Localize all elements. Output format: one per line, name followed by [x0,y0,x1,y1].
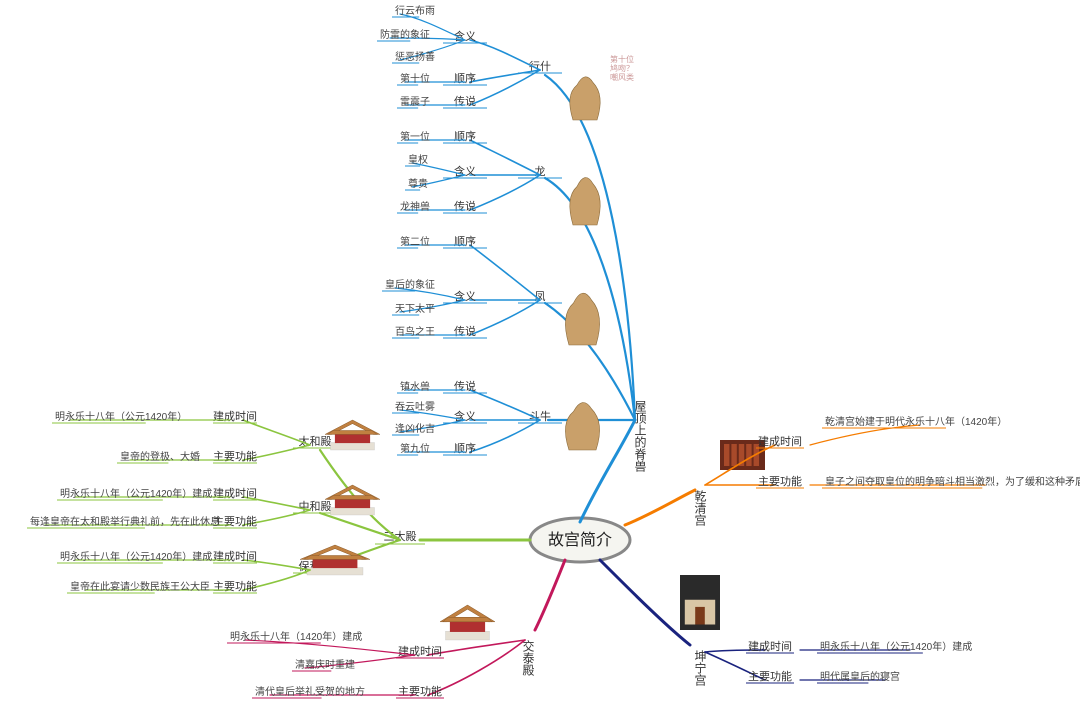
branch-roof: 屋顶上的脊兽行什第十位鸠吻？嘲风类含义行云布雨防雷的象征惩恶扬善顺序第十位传说雷… [377,4,647,522]
branch-label-qianqing: 乾清宫 [693,490,707,527]
node-label: 含义 [454,289,476,303]
leaf-label: 雷震子 [400,96,430,108]
leaf-label: 明代属皇后的寝宫 [820,670,900,683]
node-label: 传说 [454,324,476,338]
branch-kunning: 坤宁宫 建成时间 明永乐十八年（公元1420年）建成主要功能 明代属皇后的寝宫 [600,560,972,687]
node-label: 主要功能 [213,579,257,593]
leaf-label: 第二位 [400,235,430,248]
node-label: 建成时间 [213,549,257,563]
node-label: 建成时间 [758,434,802,448]
branch-label-jiaotai: 交泰殿 [521,639,535,676]
leaf-label: 皇权 [408,153,428,166]
node-label: 顺序 [454,234,476,248]
leaf-label: 行云布雨 [395,4,435,17]
leaf-label: 天下太平 [395,302,435,315]
leaf-label: 每逢皇帝在太和殿举行典礼前，先在此休息 [30,515,220,528]
leaf-label: 皇后的象征 [385,278,435,291]
leaf-label: 明永乐十八年（公元1420年）建成 [60,487,212,500]
leaf-label: 明永乐十八年（公元1420年）建成 [60,550,212,563]
center-label: 故宫简介 [548,531,612,549]
node-label: 顺序 [454,71,476,85]
leaf-label: 乾清宫始建于明代永乐十八年（1420年） [825,415,1007,428]
leaf-label: 百鸟之王 [395,325,435,338]
leaf-label: 尊贵 [408,177,428,190]
node-label: 传说 [454,94,476,108]
leaf-label: 皇子之间夺取皇位的明争暗斗相当激烈，为了缓和这种矛盾 [825,475,1080,488]
leaf-label: 吞云吐雾 [395,401,435,413]
node-label: 主要功能 [398,684,442,698]
node-label: 主要功能 [748,669,792,683]
node-label: 传说 [454,199,476,213]
node-label: 传说 [454,379,476,393]
note-text: 嘲风类 [610,72,634,82]
sub-label: 龙 [535,165,546,178]
leaf-label: 皇帝的登极、大婚 [120,450,200,463]
node-label: 建成时间 [748,639,792,653]
leaf-label: 防雷的象征 [380,28,430,41]
node-label: 顺序 [454,441,476,455]
branch-halls: 三大殿太和殿建成时间明永乐十八年（公元1420年）主要功能皇帝的登极、大婚中和殿… [27,409,530,593]
center-node: 故宫简介 [530,518,630,562]
leaf-label: 明永乐十八年（公元1420年） [55,410,187,423]
node-label: 主要功能 [213,449,257,463]
leaf-label: 惩恶扬善 [395,50,435,63]
node-label: 顺序 [454,129,476,143]
leaf-label: 第九位 [400,442,430,455]
leaf-label: 清代皇后举礼受贺的地方 [255,685,365,698]
leaf-label: 龙神兽 [400,200,430,213]
note-text: 第十位 [610,54,634,64]
leaf-label: 逢凶化吉 [395,422,435,435]
branch-qianqing: 乾清宫 建成时间 乾清宫始建于明代永乐十八年（1420年） 主要功能 皇子之间夺取皇位的… [625,415,1080,527]
leaf-label: 镇水兽 [400,380,430,393]
node-label: 含义 [454,164,476,178]
note-text: 鸠吻？ [610,63,634,73]
leaf-label: 第一位 [400,130,430,143]
node-label: 建成时间 [213,486,257,500]
node-label: 主要功能 [758,474,802,488]
node-label: 含义 [454,409,476,423]
leaf-label: 清嘉庆时重建 [295,658,355,671]
leaf-label: 皇帝在此宴请少数民族王公大臣 [70,580,210,593]
leaf-label: 明永乐十八年（1420年）建成 [230,630,362,643]
node-label: 建成时间 [213,409,257,423]
leaf-label: 第十位 [400,72,430,85]
branch-label-kunning: 坤宁宫 [693,649,707,687]
leaf-label: 明永乐十八年（公元1420年）建成 [820,640,972,653]
